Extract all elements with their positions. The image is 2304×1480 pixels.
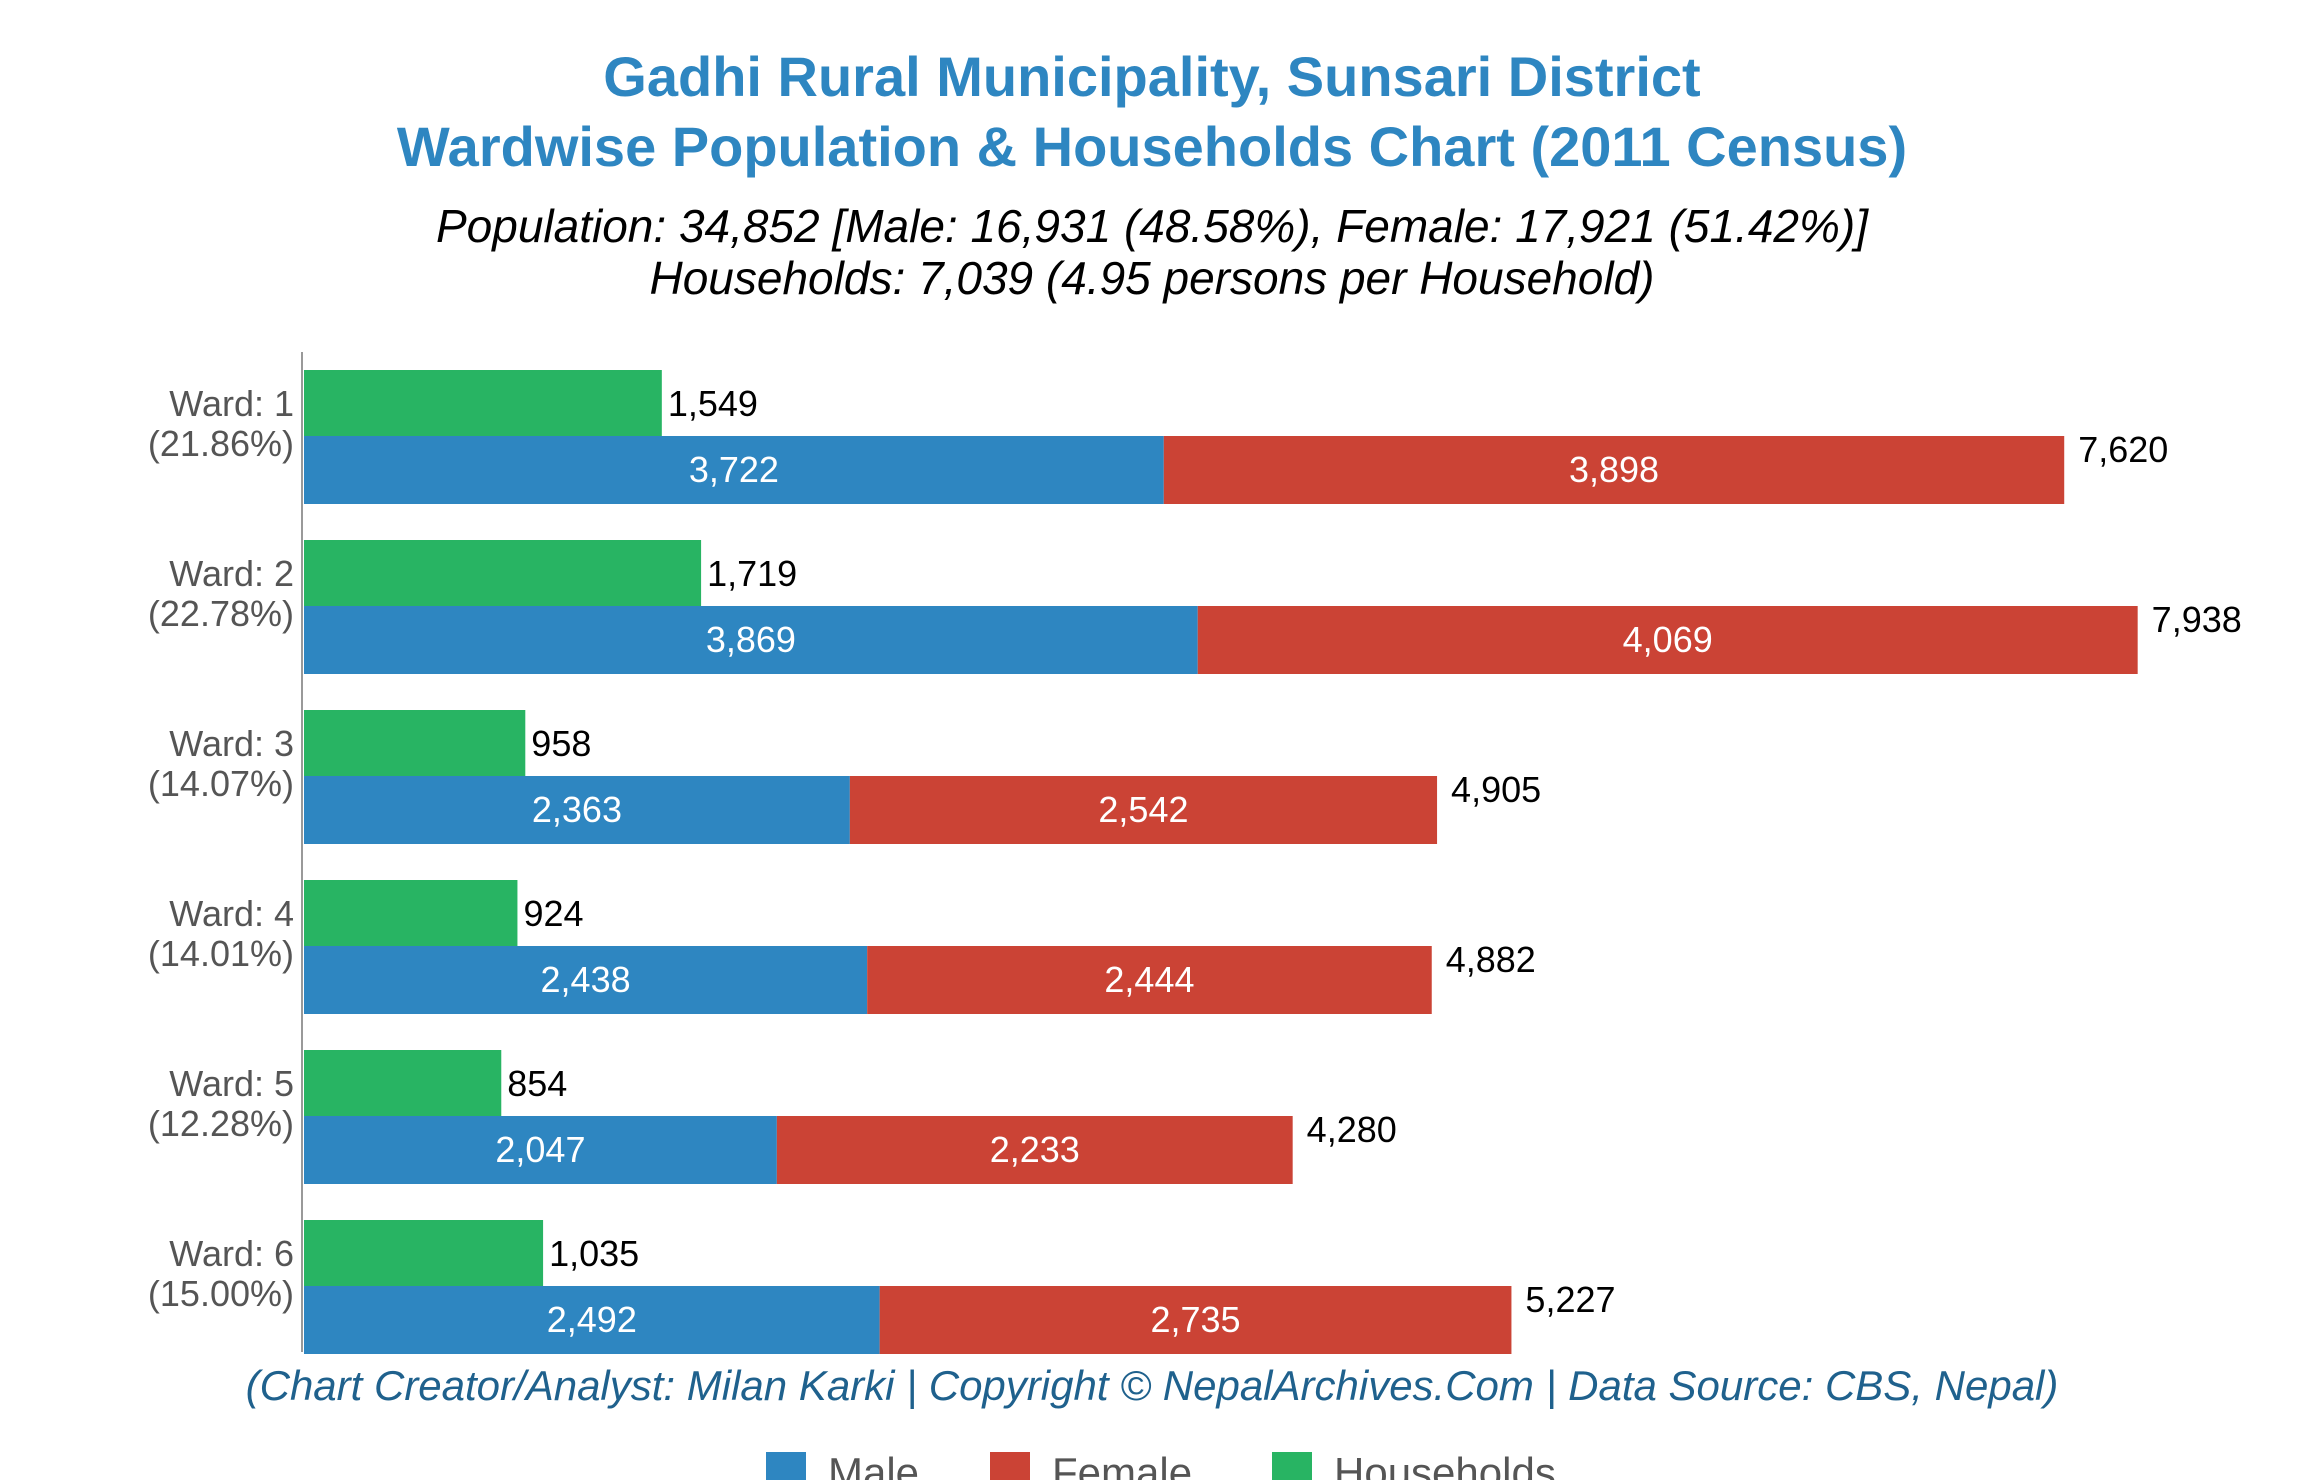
- ward-5-male-value: 2,047: [495, 1129, 585, 1170]
- ward-2-households-bar: [304, 540, 702, 606]
- legend-female-label: Female: [1052, 1449, 1192, 1480]
- ward-2-male-bar: [304, 606, 1198, 674]
- ward-3-households-bar: [304, 710, 526, 776]
- ward-3-female-bar: [849, 776, 1438, 844]
- ward-1-male-value: 3,722: [689, 449, 779, 490]
- ward-4-total-value: 4,882: [1446, 939, 1536, 980]
- ward-6-female-value: 2,735: [1150, 1299, 1240, 1340]
- ward-5-percent: (12.28%): [148, 1103, 294, 1144]
- legend-households-label: Households: [1334, 1449, 1556, 1480]
- ward-2-label: Ward: 2: [169, 553, 294, 594]
- chart-title-line-2: Wardwise Population & Households Chart (…: [397, 115, 1907, 178]
- ward-6-households-bar: [304, 1220, 544, 1286]
- ward-1-households-value: 1,549: [668, 383, 758, 424]
- ward-1-female-value: 3,898: [1569, 449, 1659, 490]
- ward-2-households-value: 1,719: [707, 553, 797, 594]
- ward-1-households-bar: [304, 370, 662, 436]
- legend-households-swatch: [1272, 1452, 1312, 1480]
- legend-female-swatch: [990, 1452, 1030, 1480]
- ward-3-households-value: 958: [531, 723, 591, 764]
- ward-6-total-value: 5,227: [1525, 1279, 1615, 1320]
- ward-6-female-bar: [879, 1286, 1512, 1354]
- ward-1-label: Ward: 1: [169, 383, 294, 424]
- ward-5-female-bar: [776, 1116, 1293, 1184]
- ward-1-total-value: 7,620: [2078, 429, 2168, 470]
- ward-5-male-bar: [304, 1116, 777, 1184]
- ward-5-households-value: 854: [507, 1063, 567, 1104]
- ward-2-male-value: 3,869: [706, 619, 796, 660]
- ward-4-label: Ward: 4: [169, 893, 294, 934]
- ward-6-male-bar: [304, 1286, 880, 1354]
- ward-6-percent: (15.00%): [148, 1273, 294, 1314]
- ward-3-male-value: 2,363: [532, 789, 622, 830]
- ward-4-percent: (14.01%): [148, 933, 294, 974]
- ward-3-total-value: 4,905: [1451, 769, 1541, 810]
- chart-subtitle-line-1: Population: 34,852 [Male: 16,931 (48.58%…: [436, 200, 1869, 252]
- chart-credit: (Chart Creator/Analyst: Milan Karki | Co…: [246, 1362, 2059, 1410]
- bars-group: Ward: 1(21.86%) 1,549 3,722 3,898 7,620 Ward:…: [148, 370, 2242, 1354]
- ward-4-households-value: 924: [523, 893, 583, 934]
- chart-subtitle-line-2: Households: 7,039 (4.95 persons per Hous…: [650, 252, 1655, 304]
- ward-3-percent: (14.07%): [148, 763, 294, 804]
- ward-4-female-bar: [867, 946, 1432, 1014]
- ward-4-male-value: 2,438: [541, 959, 631, 1000]
- ward-1-percent: (21.86%): [148, 423, 294, 464]
- ward-4-households-bar: [304, 880, 518, 946]
- ward-1-male-bar: [304, 436, 1164, 504]
- ward-4-male-bar: [304, 946, 868, 1014]
- ward-5-households-bar: [304, 1050, 502, 1116]
- ward-2-female-value: 4,069: [1623, 619, 1713, 660]
- ward-5-label: Ward: 5: [169, 1063, 294, 1104]
- legend-male-label: Male: [828, 1449, 919, 1480]
- ward-2-female-bar: [1197, 606, 2138, 674]
- ward-5-total-value: 4,280: [1307, 1109, 1397, 1150]
- ward-6-male-value: 2,492: [547, 1299, 637, 1340]
- chart-title-line-1: Gadhi Rural Municipality, Sunsari Distri…: [603, 45, 1700, 108]
- legend-male-swatch: [766, 1452, 806, 1480]
- ward-6-label: Ward: 6: [169, 1233, 294, 1274]
- ward-3-female-value: 2,542: [1098, 789, 1188, 830]
- legend: Male Female Households: [766, 1449, 1556, 1480]
- ward-2-percent: (22.78%): [148, 593, 294, 634]
- ward-1-female-bar: [1163, 436, 2065, 504]
- ward-2-total-value: 7,938: [2152, 599, 2242, 640]
- ward-3-label: Ward: 3: [169, 723, 294, 764]
- ward-3-male-bar: [304, 776, 850, 844]
- ward-4-female-value: 2,444: [1104, 959, 1194, 1000]
- ward-6-households-value: 1,035: [549, 1233, 639, 1274]
- ward-5-female-value: 2,233: [990, 1129, 1080, 1170]
